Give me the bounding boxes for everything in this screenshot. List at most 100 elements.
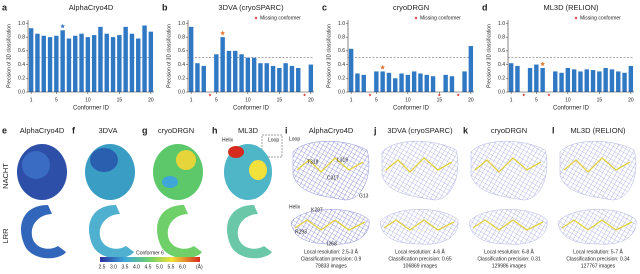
bar [578, 71, 583, 92]
x-axis-label: Conformer ID [233, 106, 270, 112]
bar [54, 35, 59, 92]
y-tick-label: 0.0 [338, 89, 345, 95]
detail-panel: k cryoDRGN Local resolution: 6-8 ÅClassifi… [463, 125, 548, 269]
bar [405, 74, 411, 92]
x-tick-label: 20 [308, 97, 314, 103]
bar [424, 74, 429, 92]
panel-footnote: 79833 images [315, 263, 347, 269]
bar [233, 50, 238, 92]
bar [584, 69, 589, 92]
x-tick-label: 1 [350, 97, 353, 103]
bar [220, 37, 225, 92]
colorbar-tick-label: 4.5 [145, 264, 152, 270]
bar [386, 72, 392, 92]
x-tick-label: 20 [628, 97, 634, 103]
bar [571, 69, 577, 92]
detail-panel: l ML3D (RELION) Local resolution: 5-7 ÅCla… [552, 125, 637, 269]
bar [79, 33, 84, 92]
bar [28, 28, 34, 93]
colorbar-tick-label: 4.0 [133, 264, 140, 270]
target-marker [380, 64, 386, 70]
atomic-model [294, 219, 366, 231]
panel-letter: f [72, 125, 76, 135]
bar [622, 72, 627, 92]
bar-chart: d ML3D (RELION) Precision of 3D classifica… [482, 2, 634, 112]
density-mesh [559, 141, 637, 201]
y-tick-label: 0.6 [178, 48, 185, 54]
bar [60, 30, 65, 93]
y-axis-label: Precision of 3D classification [326, 24, 332, 88]
bar [597, 71, 602, 92]
bar [66, 38, 72, 92]
bar [73, 35, 78, 92]
row-label: LRR [1, 228, 10, 244]
panel-title: 3DVA (cryoSPARC) [387, 126, 453, 135]
density-mesh [468, 209, 548, 245]
density-mesh [290, 209, 370, 245]
panel-title: cryoDRGN [158, 126, 194, 135]
x-tick-label: 20 [148, 97, 154, 103]
atomic-model [474, 157, 542, 173]
missing-marker [547, 93, 551, 97]
y-tick-label: 1.0 [338, 21, 345, 27]
colorbar-tick-label: 3.0 [110, 264, 117, 270]
panel-footnote: Classification precision: 0.31 [477, 256, 541, 262]
legend-label: Missing conformer [260, 15, 301, 21]
bar [258, 63, 263, 92]
panel-letter: i [285, 125, 288, 135]
bar [148, 31, 154, 92]
chart-title: cryoDRGN [393, 3, 429, 12]
panel-title: AlphaCryo4D [20, 126, 65, 135]
y-tick-label: 0.8 [498, 34, 505, 40]
colorbar-tick-label: 2.5 [99, 264, 106, 270]
atomic-model [296, 157, 364, 173]
y-tick-label: 0.4 [178, 62, 185, 68]
panel-footnote: Classification precision: 0.9 [301, 256, 362, 262]
chart-title: ML3D (RELION) [543, 3, 599, 12]
bar [117, 35, 122, 92]
panel-letter: a [2, 2, 8, 12]
bar [411, 71, 417, 92]
colorbar-tick-label: 5.0 [156, 264, 163, 270]
missing-marker [208, 93, 212, 97]
bar [201, 65, 206, 92]
x-tick-label: 1 [510, 97, 513, 103]
bar [590, 70, 596, 92]
bar [399, 73, 404, 92]
y-tick-label: 0.2 [178, 76, 185, 82]
atomic-model [385, 157, 453, 173]
y-tick-label: 0.2 [498, 76, 505, 82]
bar [515, 65, 520, 92]
bar [35, 33, 40, 92]
colorbar-tick-label: 6.0 [179, 264, 186, 270]
colorbar-tick-label: 5.5 [168, 264, 175, 270]
bar [540, 68, 545, 92]
bar [136, 38, 141, 92]
residue-label: K297 [311, 207, 323, 213]
bar-chart: c cryoDRGN Precision of 3D classification C… [322, 2, 474, 112]
x-tick-label: 5 [375, 97, 378, 103]
x-tick-label: 15 [277, 97, 283, 103]
density-mesh [292, 141, 370, 201]
y-axis-label: Precision of 3D classification [6, 24, 12, 88]
bar [462, 71, 467, 92]
bar [91, 35, 97, 92]
chart-title: 3DVA (cryoSPARC) [218, 3, 284, 12]
bar [296, 68, 301, 92]
row-label: NACHT [1, 163, 10, 189]
colorbar-unit: (Å) [196, 263, 203, 270]
bar-charts: a AlphaCryo4D Precision of 3D classificati… [2, 2, 634, 112]
bar [449, 76, 455, 92]
density-mesh [379, 209, 459, 245]
y-tick-label: 0.6 [18, 48, 25, 54]
x-tick-label: 20 [468, 97, 474, 103]
y-tick-label: 0.8 [338, 34, 345, 40]
panel-letter: c [322, 2, 327, 12]
panel-footnote: 106869 images [403, 263, 438, 269]
bar [283, 63, 288, 92]
panel-footnote: 129986 images [492, 263, 527, 269]
bar [553, 71, 558, 92]
missing-marker [522, 93, 526, 97]
